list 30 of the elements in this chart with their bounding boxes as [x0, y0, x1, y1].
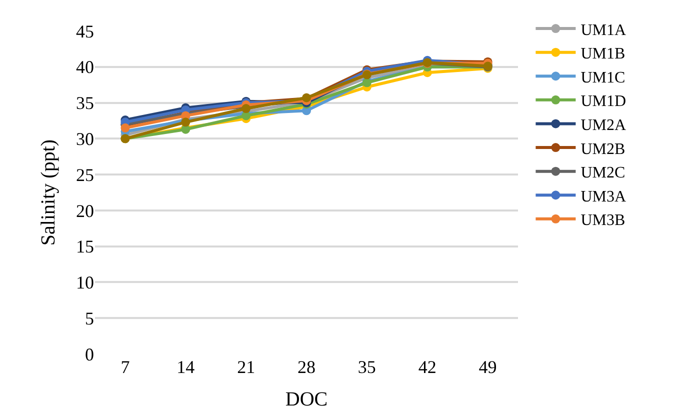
- legend-label: UM3B: [580, 212, 626, 230]
- x-tick-label: 21: [237, 357, 256, 377]
- legend-label: UM2B: [580, 140, 626, 158]
- legend-label: UM2A: [580, 116, 626, 134]
- y-tick-label: 35: [76, 93, 94, 114]
- legend-label: UM1A: [580, 22, 626, 39]
- legend-label: UM2C: [580, 164, 626, 182]
- x-tick-label: 42: [418, 357, 436, 377]
- y-tick-label: 5: [85, 308, 94, 328]
- point: [242, 104, 251, 114]
- y-tick-label: 25: [76, 164, 94, 185]
- y-tick-label: 40: [76, 57, 94, 78]
- x-tick-label: 28: [298, 357, 316, 377]
- x-tick-label: 7: [120, 357, 130, 377]
- y-tick-label: 30: [76, 128, 94, 149]
- y-tick-label: 20: [76, 200, 94, 221]
- x-axis-title: DOC: [285, 388, 328, 410]
- y-axis-title: Salinity (ppt): [38, 139, 60, 246]
- legend-label: UM1D: [580, 93, 626, 110]
- x-tick-label: 49: [478, 357, 497, 377]
- y-tick-label: 15: [76, 236, 94, 257]
- point: [120, 123, 130, 132]
- legend-label: UM1C: [580, 69, 626, 86]
- x-tick-label: 14: [176, 357, 195, 377]
- y-tick-label: 0: [85, 344, 94, 364]
- legend-label: UM1B: [580, 46, 626, 63]
- legend-label: UM3A: [580, 188, 626, 206]
- x-tick-label: 35: [358, 357, 376, 377]
- y-tick-label: 10: [76, 272, 94, 293]
- y-tick-label: 45: [76, 21, 94, 42]
